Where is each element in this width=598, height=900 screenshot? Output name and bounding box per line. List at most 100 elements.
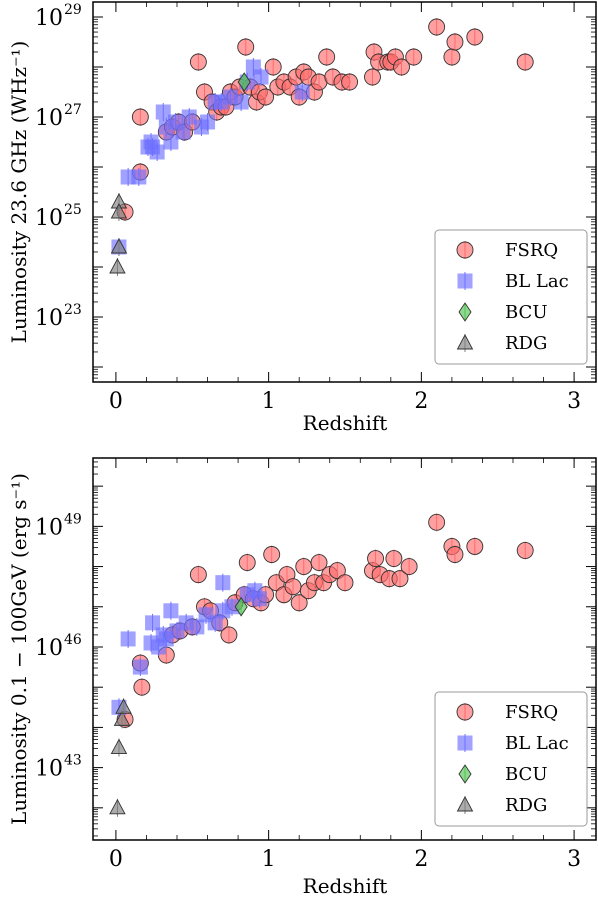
data-point (120, 631, 136, 647)
series-bcu (234, 596, 248, 617)
data-point (113, 710, 131, 726)
legend-marker-bcu (458, 764, 472, 784)
data-point (400, 558, 418, 576)
data-point (181, 109, 197, 125)
data-point (253, 69, 269, 85)
data-point (189, 566, 207, 584)
data-point (175, 124, 191, 140)
data-point (367, 550, 384, 567)
series-bl-lac (111, 58, 310, 256)
legend-marker-bl-lac (457, 735, 473, 751)
data-point (405, 48, 423, 66)
y-tick-label: 10 (35, 106, 63, 131)
legend-label: BCU (505, 302, 548, 323)
legend-label: FSRQ (505, 240, 558, 261)
data-point (364, 68, 381, 86)
data-point (110, 738, 128, 754)
y-tick-label: 10 (35, 206, 63, 231)
legend: FSRQ BL Lac BCU RDG (434, 229, 588, 365)
x-tick-label: 2 (414, 847, 428, 872)
y-axis-label: Luminosity 23.6 GHz (WHz⁻¹) (7, 41, 31, 344)
data-point (109, 258, 126, 274)
y-tick-exponent: 27 (64, 102, 82, 118)
plot-frame (92, 1, 597, 383)
data-point (131, 169, 147, 185)
data-point (385, 550, 403, 567)
data-point (516, 542, 534, 559)
y-tick-exponent: 43 (64, 753, 82, 769)
x-axis-label: Redshift (303, 411, 388, 435)
data-point (446, 33, 464, 51)
data-point (257, 88, 275, 106)
data-point (132, 659, 148, 675)
legend-label: BL Lac (505, 733, 569, 754)
data-point (393, 58, 410, 76)
y-tick-label: 10 (35, 636, 63, 661)
y-tick-label: 10 (35, 306, 63, 331)
data-point (155, 104, 171, 120)
data-point (428, 513, 446, 531)
y-tick-label: 10 (35, 6, 63, 31)
legend: FSRQ BL Lac BCU RDG (434, 691, 588, 827)
data-point (238, 554, 256, 571)
legend-marker-bcu (458, 302, 472, 322)
data-point (263, 546, 281, 563)
data-point (328, 562, 346, 580)
data-point (220, 626, 238, 644)
data-point (516, 53, 534, 71)
data-point (446, 546, 464, 563)
y-tick-exponent: 46 (64, 632, 82, 648)
data-point (443, 48, 461, 66)
x-tick-label: 2 (414, 389, 428, 414)
data-point (189, 53, 207, 71)
data-point (115, 698, 132, 714)
data-point (133, 678, 151, 696)
data-point (234, 596, 248, 617)
data-point (224, 599, 240, 615)
y-tick-label: 10 (35, 757, 63, 782)
y-tick-exponent: 25 (64, 202, 82, 218)
data-point (341, 73, 359, 91)
x-axis-label: Redshift (303, 874, 388, 898)
x-tick-label: 3 (567, 847, 581, 872)
data-point (215, 575, 231, 591)
series-rdg (109, 698, 132, 817)
legend-marker-rdg (456, 796, 474, 812)
x-tick-label: 1 (262, 389, 276, 414)
data-point (290, 594, 308, 612)
data-point (233, 94, 249, 110)
data-point (237, 38, 255, 56)
legend-marker-fsrq (456, 241, 474, 259)
data-point (237, 72, 251, 92)
x-tick-label: 0 (109, 847, 123, 872)
legend-label: RDG (505, 333, 547, 354)
y-tick-exponent: 23 (64, 302, 82, 318)
legend-label: BCU (505, 764, 548, 785)
legend-marker-bl-lac (457, 273, 473, 289)
legend-marker-fsrq (456, 703, 474, 721)
legend-box (434, 691, 588, 827)
legend-label: BL Lac (505, 271, 569, 292)
x-tick-label: 3 (567, 389, 581, 414)
data-point (200, 114, 216, 130)
data-point (110, 203, 128, 219)
data-point (163, 134, 179, 150)
y-axis-label: Luminosity 0.1 − 100GeV (erg s⁻¹) (7, 473, 31, 825)
x-tick-label: 0 (109, 389, 123, 414)
data-point (207, 615, 223, 631)
data-point (466, 28, 484, 46)
data-point (294, 84, 310, 100)
legend-label: RDG (505, 795, 547, 816)
x-tick-label: 1 (262, 847, 276, 872)
series-bl-lac (111, 573, 267, 717)
legend-label: FSRQ (505, 702, 558, 723)
data-point (131, 108, 149, 126)
data-point (110, 238, 128, 254)
series-rdg (109, 193, 128, 276)
data-point (391, 570, 409, 588)
data-point (163, 603, 179, 619)
data-point (310, 554, 328, 571)
